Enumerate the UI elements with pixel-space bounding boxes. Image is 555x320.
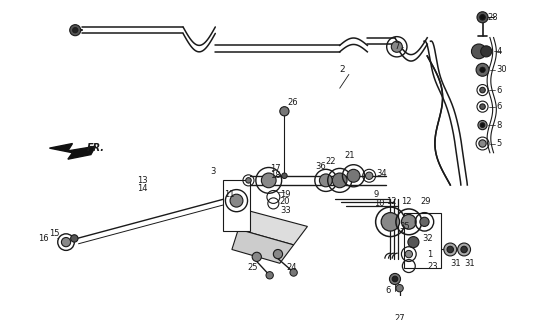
Text: 23: 23 [427,261,438,271]
Bar [404,212,441,268]
Circle shape [280,107,289,116]
Text: FR.: FR. [86,143,104,153]
Circle shape [480,123,485,127]
Text: 8: 8 [496,121,502,130]
Text: 30: 30 [496,65,507,74]
Circle shape [480,87,485,93]
Text: 13: 13 [137,176,148,185]
Text: 7: 7 [394,42,400,51]
Text: 25: 25 [248,263,258,272]
Circle shape [444,243,457,256]
Circle shape [381,212,400,231]
Text: 34: 34 [376,169,387,179]
Text: 32: 32 [422,234,433,243]
Text: 9: 9 [374,190,379,199]
Circle shape [479,140,486,147]
Text: 10: 10 [374,199,384,208]
Circle shape [405,251,412,258]
Circle shape [246,178,251,183]
Text: 18: 18 [271,171,281,180]
Circle shape [397,307,402,312]
Circle shape [471,44,486,59]
Circle shape [408,236,419,248]
Circle shape [274,250,282,259]
Text: 5: 5 [496,139,502,148]
Circle shape [58,234,74,251]
Circle shape [401,214,416,229]
Bar [223,180,250,231]
Circle shape [391,41,402,52]
Circle shape [480,14,485,20]
Circle shape [478,121,487,130]
Circle shape [266,272,274,279]
Text: 6: 6 [386,286,391,295]
Text: 22: 22 [326,156,336,165]
Circle shape [420,217,429,227]
Text: 24: 24 [286,263,297,272]
Text: 16: 16 [38,234,49,243]
Circle shape [480,67,485,73]
Text: 6: 6 [496,102,502,111]
Circle shape [70,25,81,36]
Text: 33: 33 [280,206,291,215]
Text: 12: 12 [401,197,412,206]
Circle shape [447,246,453,253]
Circle shape [281,173,287,179]
Text: 29: 29 [421,197,431,206]
Text: 27: 27 [394,314,405,320]
Circle shape [252,252,261,261]
Text: 31: 31 [450,259,461,268]
Circle shape [458,243,471,256]
Circle shape [392,276,398,282]
Circle shape [481,46,492,57]
Circle shape [73,28,78,33]
Text: 20: 20 [280,197,290,206]
Circle shape [347,169,360,182]
Circle shape [476,63,489,76]
Circle shape [477,12,488,23]
Circle shape [332,173,347,188]
Text: 14: 14 [137,184,148,193]
Text: 4: 4 [496,47,502,56]
Text: 3: 3 [211,167,216,176]
Text: 17: 17 [271,164,281,173]
Circle shape [366,172,373,180]
Text: 26: 26 [287,98,298,107]
Polygon shape [238,208,307,245]
Circle shape [62,237,70,247]
Polygon shape [49,143,95,159]
Polygon shape [232,229,294,263]
Text: 12: 12 [386,197,396,206]
Text: 15: 15 [49,229,60,238]
Circle shape [396,284,403,292]
Text: 1: 1 [427,250,432,259]
Text: 21: 21 [344,151,355,160]
Text: 2: 2 [340,65,345,74]
Circle shape [390,274,401,284]
Circle shape [461,246,467,253]
Text: 36: 36 [315,162,326,171]
Circle shape [70,235,78,242]
Circle shape [320,174,332,187]
Circle shape [480,104,485,109]
Circle shape [230,194,243,207]
Text: 11: 11 [225,190,235,199]
Text: 31: 31 [464,259,475,268]
Circle shape [290,269,297,276]
Text: 35: 35 [400,222,410,231]
Text: 19: 19 [280,190,290,199]
Text: 6: 6 [496,85,502,95]
Circle shape [261,173,276,188]
Text: 28: 28 [487,13,498,22]
